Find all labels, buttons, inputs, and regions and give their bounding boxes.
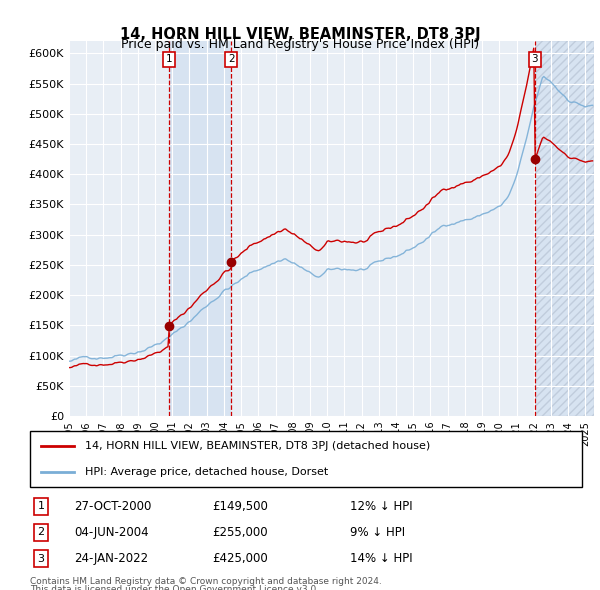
FancyBboxPatch shape [30, 431, 582, 487]
Text: 1: 1 [38, 501, 44, 511]
Text: 1: 1 [166, 54, 172, 64]
Text: £255,000: £255,000 [212, 526, 268, 539]
Text: This data is licensed under the Open Government Licence v3.0.: This data is licensed under the Open Gov… [30, 585, 319, 590]
Text: 04-JUN-2004: 04-JUN-2004 [74, 526, 149, 539]
Text: HPI: Average price, detached house, Dorset: HPI: Average price, detached house, Dors… [85, 467, 328, 477]
Bar [169, 41, 231, 416]
Text: Price paid vs. HM Land Registry's House Price Index (HPI): Price paid vs. HM Land Registry's House … [121, 38, 479, 51]
Text: 3: 3 [38, 554, 44, 564]
Text: 2: 2 [37, 527, 44, 537]
Text: 2: 2 [228, 54, 235, 64]
Text: £425,000: £425,000 [212, 552, 268, 565]
Text: 3: 3 [532, 54, 538, 64]
Text: 14, HORN HILL VIEW, BEAMINSTER, DT8 3PJ (detached house): 14, HORN HILL VIEW, BEAMINSTER, DT8 3PJ … [85, 441, 430, 451]
Text: 14% ↓ HPI: 14% ↓ HPI [350, 552, 413, 565]
Bar [535, 41, 594, 416]
Text: 12% ↓ HPI: 12% ↓ HPI [350, 500, 413, 513]
Text: 9% ↓ HPI: 9% ↓ HPI [350, 526, 405, 539]
Text: 27-OCT-2000: 27-OCT-2000 [74, 500, 152, 513]
Text: £149,500: £149,500 [212, 500, 268, 513]
Text: 14, HORN HILL VIEW, BEAMINSTER, DT8 3PJ: 14, HORN HILL VIEW, BEAMINSTER, DT8 3PJ [119, 27, 481, 41]
Text: Contains HM Land Registry data © Crown copyright and database right 2024.: Contains HM Land Registry data © Crown c… [30, 577, 382, 586]
Text: 24-JAN-2022: 24-JAN-2022 [74, 552, 148, 565]
